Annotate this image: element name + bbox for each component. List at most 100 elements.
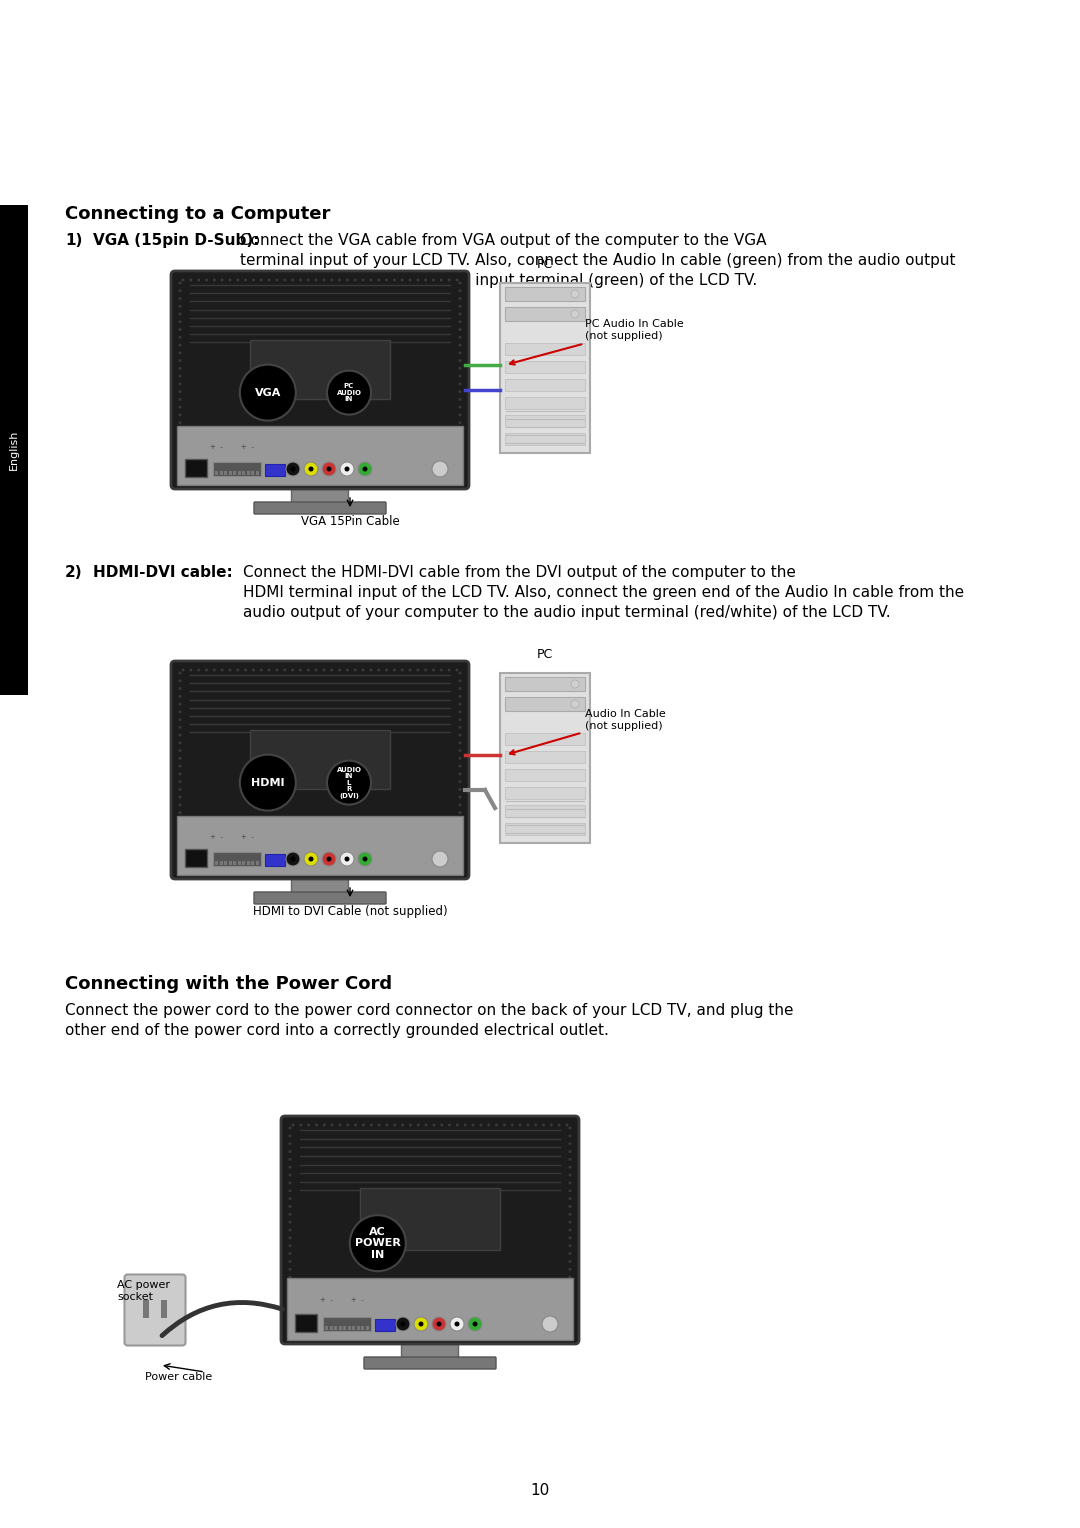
Circle shape <box>424 478 428 481</box>
Circle shape <box>288 1314 292 1317</box>
Circle shape <box>518 1334 522 1337</box>
Bar <box>323 1317 372 1331</box>
Circle shape <box>288 1236 292 1239</box>
Circle shape <box>178 344 181 347</box>
Circle shape <box>448 478 450 481</box>
Circle shape <box>408 868 411 871</box>
Circle shape <box>315 1334 318 1337</box>
Circle shape <box>459 834 461 837</box>
Circle shape <box>340 853 354 866</box>
Circle shape <box>354 1334 357 1337</box>
Circle shape <box>362 669 365 671</box>
Circle shape <box>205 478 208 481</box>
Circle shape <box>568 1151 571 1154</box>
Bar <box>246 471 249 475</box>
Circle shape <box>178 819 181 822</box>
FancyBboxPatch shape <box>292 484 349 504</box>
Circle shape <box>459 726 461 729</box>
Circle shape <box>314 278 318 281</box>
Circle shape <box>181 868 185 871</box>
Circle shape <box>448 1334 451 1337</box>
Circle shape <box>178 429 181 432</box>
Circle shape <box>326 857 332 862</box>
Circle shape <box>393 478 396 481</box>
Circle shape <box>288 1174 292 1177</box>
Bar <box>325 1326 328 1329</box>
Circle shape <box>459 703 461 706</box>
Circle shape <box>299 1123 302 1126</box>
Circle shape <box>459 680 461 683</box>
Circle shape <box>323 278 325 281</box>
Circle shape <box>386 1334 389 1337</box>
Circle shape <box>459 397 461 400</box>
Circle shape <box>205 669 208 671</box>
Circle shape <box>408 278 411 281</box>
Circle shape <box>286 853 300 866</box>
Circle shape <box>363 857 367 862</box>
Circle shape <box>432 1334 435 1337</box>
Circle shape <box>307 669 310 671</box>
Bar <box>251 730 390 788</box>
Circle shape <box>448 1123 451 1126</box>
Circle shape <box>495 1334 498 1337</box>
Circle shape <box>346 478 349 481</box>
Bar <box>505 750 585 762</box>
Bar <box>224 471 227 475</box>
Circle shape <box>459 304 461 307</box>
Circle shape <box>542 1123 545 1126</box>
Circle shape <box>178 359 181 362</box>
Text: AUDIO
IN
L
R
(DVI): AUDIO IN L R (DVI) <box>337 767 362 799</box>
Bar <box>177 816 463 876</box>
Text: Power cable: Power cable <box>145 1372 213 1381</box>
Circle shape <box>459 781 461 784</box>
Circle shape <box>414 1317 428 1331</box>
Circle shape <box>378 1123 380 1126</box>
Circle shape <box>417 669 419 671</box>
Circle shape <box>432 461 448 477</box>
Circle shape <box>283 669 286 671</box>
Circle shape <box>440 669 443 671</box>
Bar <box>238 860 241 865</box>
Circle shape <box>240 755 296 810</box>
Circle shape <box>377 669 380 671</box>
Circle shape <box>568 1213 571 1216</box>
Circle shape <box>432 851 448 866</box>
Circle shape <box>568 1206 571 1209</box>
Circle shape <box>178 772 181 775</box>
Circle shape <box>323 669 325 671</box>
Circle shape <box>330 278 334 281</box>
Circle shape <box>178 850 181 853</box>
Circle shape <box>459 460 461 463</box>
Circle shape <box>288 1323 292 1326</box>
Circle shape <box>314 669 318 671</box>
Circle shape <box>568 1229 571 1232</box>
Text: HDMI: HDMI <box>251 778 284 787</box>
Circle shape <box>369 1123 373 1126</box>
Circle shape <box>459 804 461 807</box>
Circle shape <box>252 868 255 871</box>
Circle shape <box>292 868 294 871</box>
Circle shape <box>322 461 336 477</box>
Circle shape <box>307 1334 310 1337</box>
Circle shape <box>275 478 279 481</box>
Circle shape <box>456 478 459 481</box>
Circle shape <box>244 278 247 281</box>
Circle shape <box>568 1251 571 1254</box>
Bar <box>505 361 585 373</box>
Circle shape <box>369 478 373 481</box>
Circle shape <box>459 772 461 775</box>
Circle shape <box>362 478 365 481</box>
Bar <box>219 860 222 865</box>
Circle shape <box>409 1334 411 1337</box>
Text: PC
AUDIO
IN: PC AUDIO IN <box>337 384 362 402</box>
Circle shape <box>440 278 443 281</box>
Bar <box>505 342 585 354</box>
Circle shape <box>568 1174 571 1177</box>
Bar <box>185 850 207 866</box>
Circle shape <box>288 1206 292 1209</box>
Bar <box>505 824 585 834</box>
Circle shape <box>459 390 461 393</box>
Bar <box>361 1326 364 1329</box>
Circle shape <box>568 1126 571 1129</box>
Circle shape <box>314 478 318 481</box>
